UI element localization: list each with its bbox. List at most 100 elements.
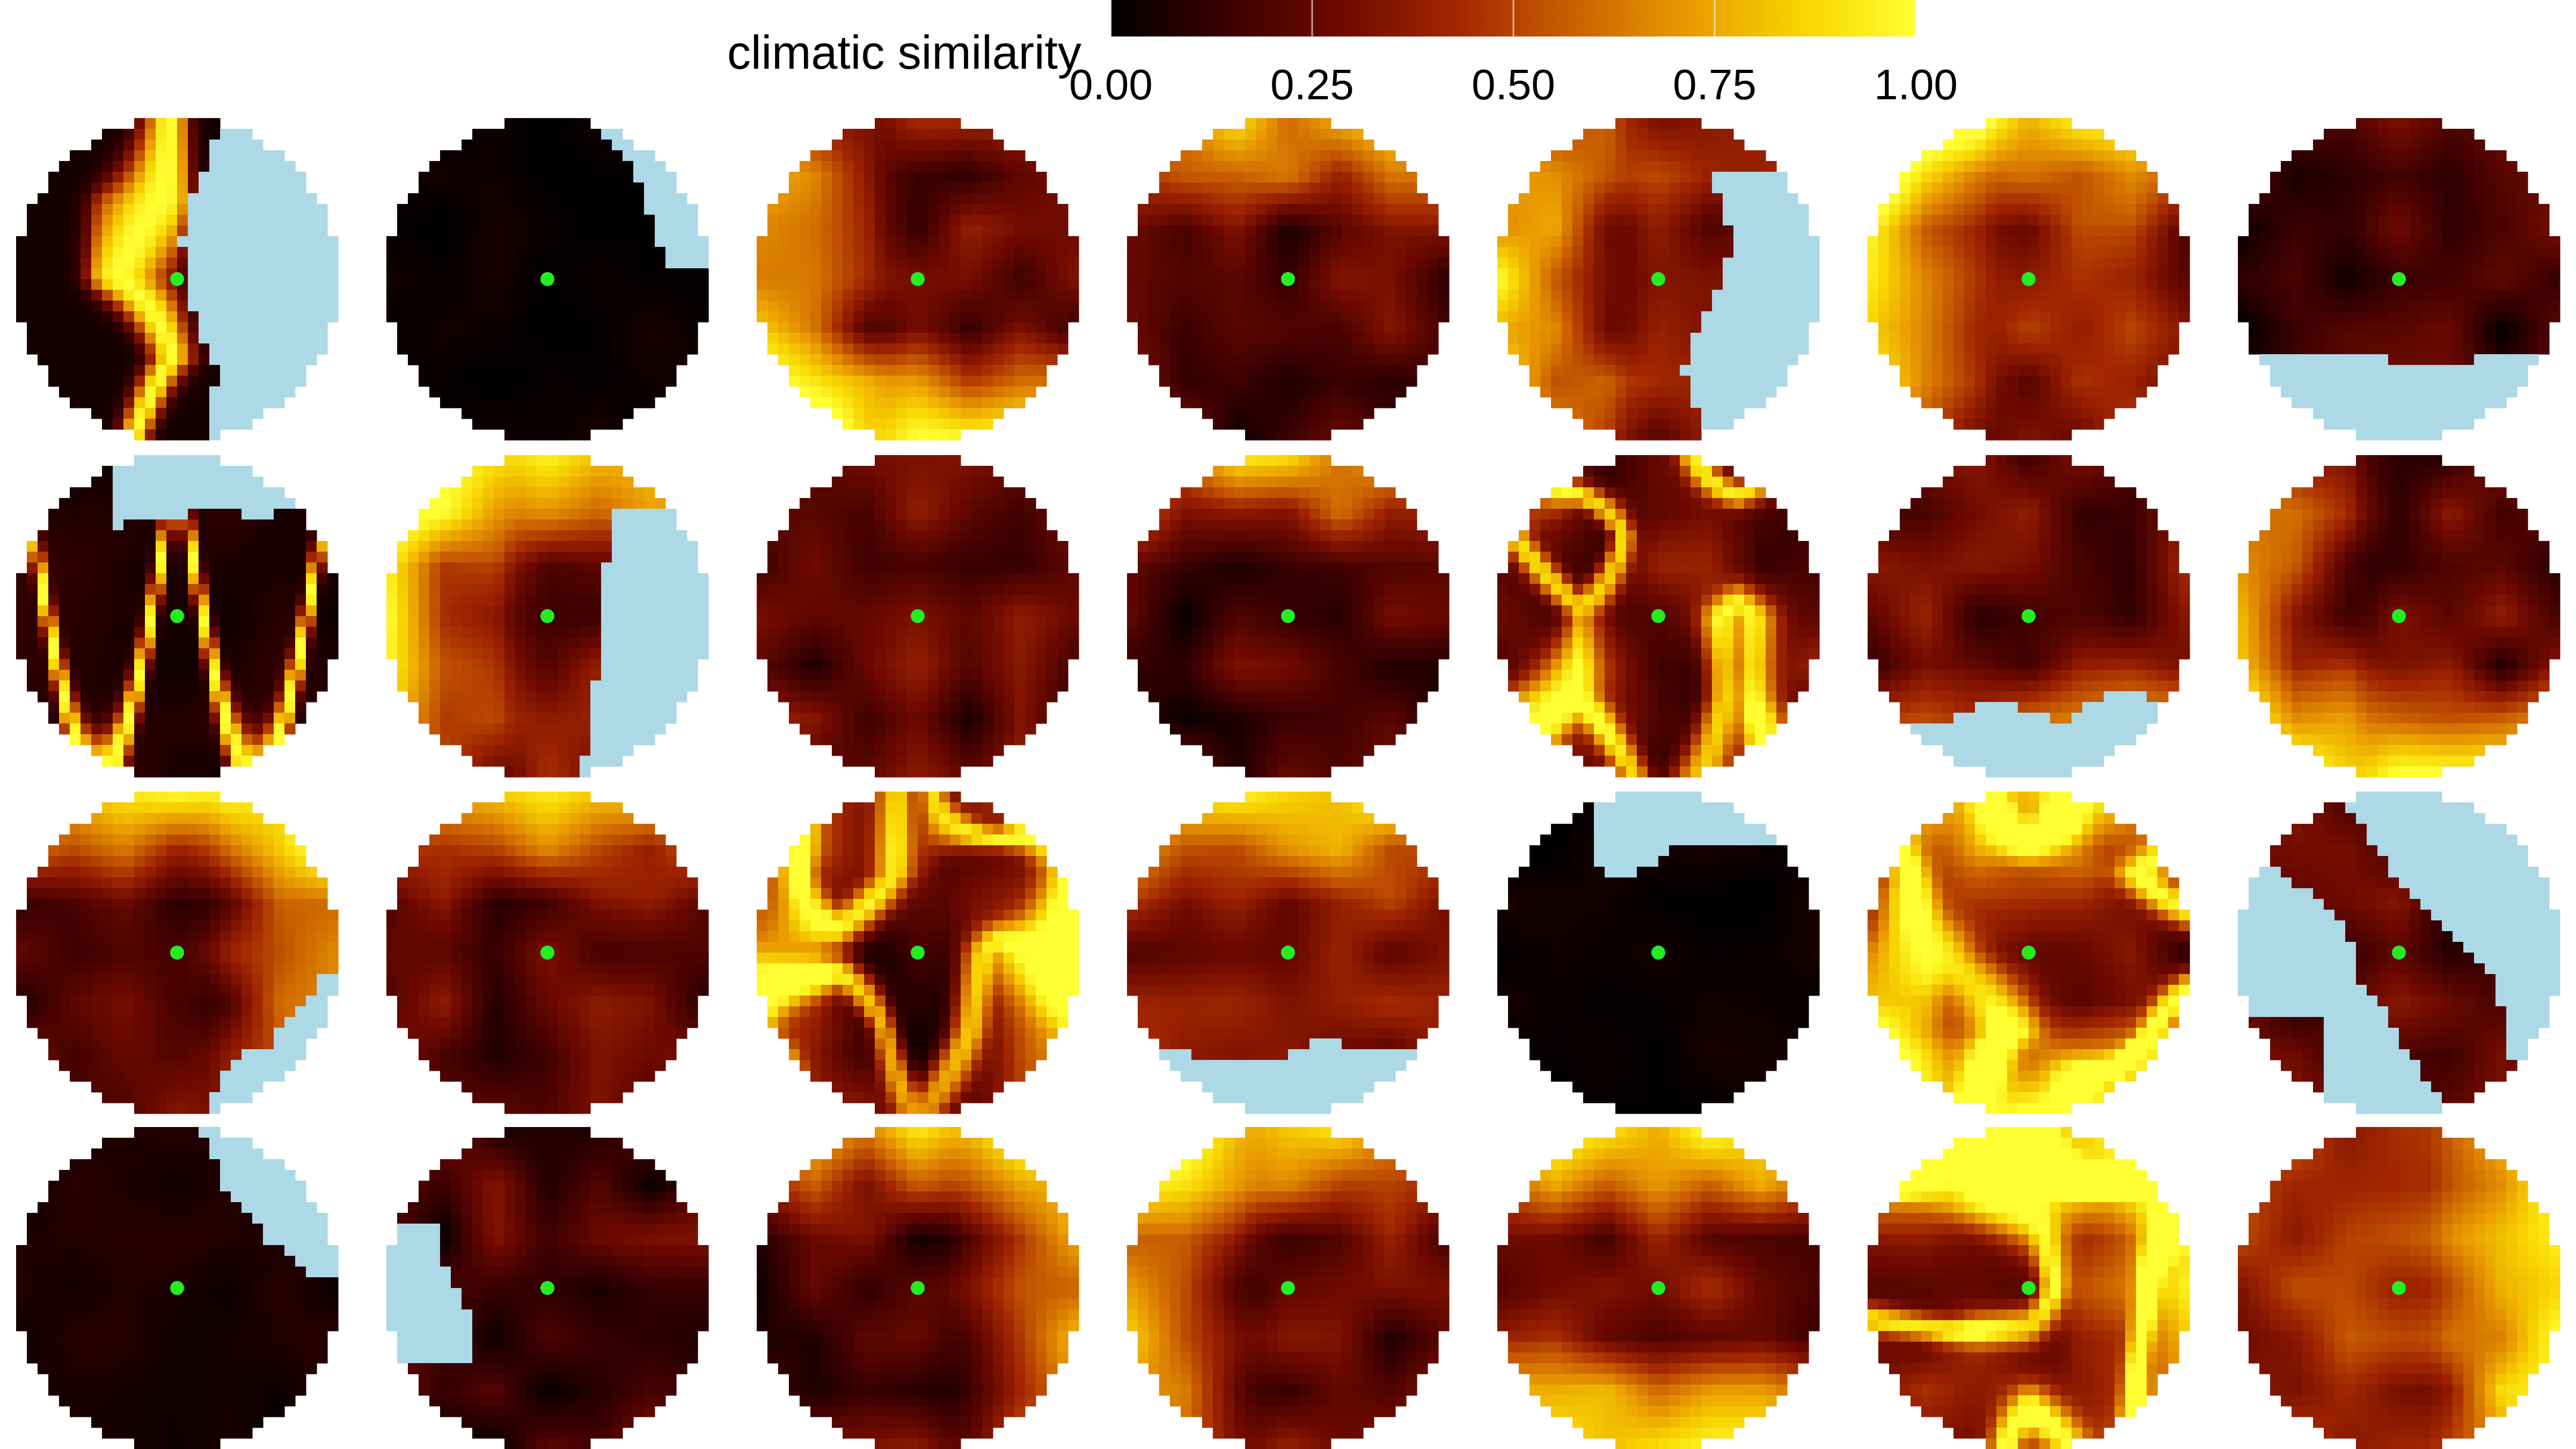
similarity-panel-r1-c3 [757,118,1079,441]
similarity-cell [864,172,875,183]
similarity-cell [885,118,897,129]
similarity-cell [440,279,451,290]
similarity-cell [1004,182,1015,194]
water-cell [317,333,328,344]
similarity-cell [623,268,634,280]
similarity-cell [665,333,677,344]
similarity-cell [177,172,188,183]
similarity-cell [472,129,484,140]
similarity-cell [623,311,634,323]
similarity-cell [1036,193,1047,204]
similarity-cell [885,268,897,280]
similarity-cell [547,225,559,237]
similarity-cell [1014,193,1026,204]
similarity-cell [113,225,124,237]
similarity-cell [537,258,548,269]
similarity-cell [853,343,865,355]
similarity-cell [982,343,993,355]
water-cell [633,172,645,183]
similarity-cell [16,236,27,247]
similarity-cell [655,268,666,280]
similarity-cell [504,129,516,140]
similarity-cell [590,140,602,151]
similarity-cell [971,236,983,247]
similarity-cell [188,322,199,333]
similarity-cell [38,311,49,323]
water-cell [209,343,221,355]
similarity-cell [504,365,516,376]
similarity-cell [504,140,516,151]
similarity-cell [633,397,645,408]
similarity-cell [1014,279,1026,290]
similarity-cell [767,236,779,247]
similarity-cell [27,343,38,355]
similarity-cell [832,322,843,333]
water-cell [263,322,274,333]
similarity-cell [156,322,167,333]
similarity-cell [580,118,591,129]
similarity-cell [123,290,135,301]
similarity-cell [623,301,634,312]
similarity-cell [451,397,462,408]
similarity-cell [1299,161,1310,172]
similarity-cell [601,408,612,419]
water-cell [687,225,698,237]
similarity-cell [800,161,811,172]
similarity-cell [547,343,559,355]
similarity-cell [1234,140,1246,151]
similarity-cell [515,429,526,441]
similarity-cell [156,343,167,355]
similarity-cell [971,172,983,183]
similarity-cell [27,247,38,258]
similarity-cell [1025,161,1036,172]
similarity-cell [950,322,961,333]
similarity-cell [843,215,854,226]
water-cell [188,193,199,204]
similarity-cell [408,301,419,312]
water-cell [199,215,210,226]
similarity-cell [789,279,800,290]
similarity-cell [188,161,199,172]
similarity-cell [633,236,645,247]
similarity-cell [907,429,918,441]
water-cell [263,354,274,365]
similarity-cell [928,247,940,258]
similarity-cell [698,301,709,312]
similarity-cell [145,397,156,408]
similarity-cell [843,419,854,430]
similarity-cell [665,365,677,376]
similarity-cell [885,193,897,204]
similarity-cell [971,129,983,140]
similarity-cell [928,408,940,419]
similarity-cell [91,172,103,183]
similarity-cell [156,161,167,172]
similarity-cell [451,225,462,237]
similarity-cell [569,204,580,215]
similarity-cell [537,429,548,441]
similarity-cell [875,386,886,398]
similarity-cell [590,215,602,226]
similarity-cell [950,247,961,258]
similarity-cell [1224,193,1235,204]
similarity-cell [102,290,113,301]
similarity-cell [526,140,537,151]
similarity-cell [48,333,60,344]
similarity-cell [1148,215,1160,226]
similarity-cell [896,386,908,398]
similarity-cell [1202,150,1213,162]
similarity-cell [1046,311,1058,323]
water-cell [220,172,231,183]
similarity-cell [644,268,655,280]
similarity-cell [462,150,473,162]
similarity-cell [1025,258,1036,269]
similarity-cell [1224,182,1235,194]
similarity-cell [928,419,940,430]
similarity-cell [38,215,49,226]
similarity-cell [590,150,602,162]
similarity-cell [558,247,569,258]
similarity-cell [1004,301,1015,312]
similarity-cell [166,258,178,269]
water-cell [284,225,296,237]
similarity-cell [558,429,569,441]
similarity-cell [451,247,462,258]
